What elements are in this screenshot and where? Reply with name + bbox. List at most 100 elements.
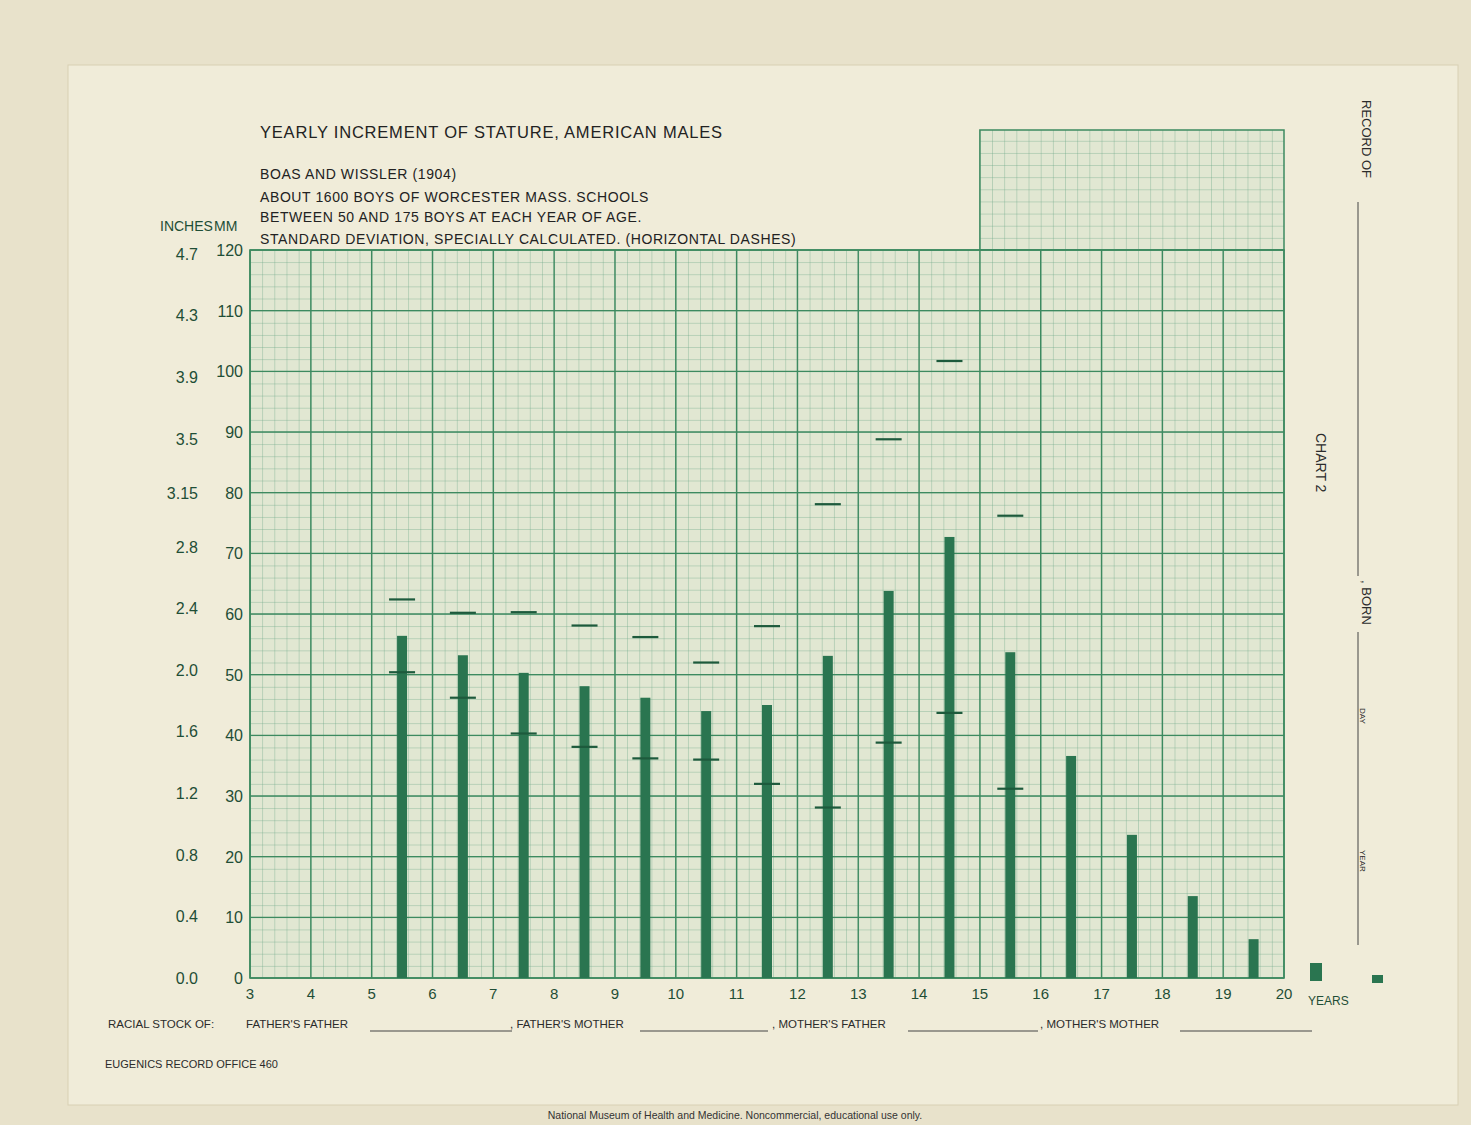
x-tick-label: 3	[246, 985, 254, 1002]
sd-dash-lower	[693, 758, 719, 760]
sd-dash-lower	[876, 742, 902, 744]
x-grid-line	[675, 250, 676, 978]
x-tick-label: 18	[1154, 985, 1171, 1002]
annotation: DAY	[1358, 708, 1367, 725]
y-grid-line	[250, 431, 1284, 432]
form-line	[370, 1031, 512, 1032]
bar	[397, 636, 407, 978]
y2-tick-label: 2.0	[176, 662, 198, 679]
sd-dash-lower	[936, 712, 962, 714]
y-grid-line	[250, 492, 1284, 493]
x-grid-line	[1101, 250, 1102, 978]
x-grid-line	[310, 250, 311, 978]
y2-axis-label: INCHES	[160, 218, 213, 234]
sd-dash-lower	[389, 671, 415, 673]
x-grid-line	[614, 250, 615, 978]
y-grid-line	[250, 613, 1284, 614]
y2-tick-label: 1.6	[176, 723, 198, 740]
y2-tick-label: 1.2	[176, 785, 198, 802]
x-grid-line	[1040, 250, 1041, 978]
annotation: EUGENICS RECORD OFFICE 460	[105, 1058, 278, 1070]
annotation: , MOTHER'S MOTHER	[1040, 1018, 1159, 1030]
x-grid-line	[797, 250, 798, 978]
sd-dash-upper	[632, 636, 658, 638]
x-tick-label: 17	[1093, 985, 1110, 1002]
bar	[701, 711, 711, 978]
x-tick-label: 12	[789, 985, 806, 1002]
y-grid-line	[250, 553, 1284, 554]
annotation: , FATHER'S MOTHER	[510, 1018, 624, 1030]
x-tick-label: 15	[972, 985, 989, 1002]
sd-dash-upper	[815, 503, 841, 505]
bar	[884, 591, 894, 978]
grid	[250, 250, 1284, 978]
form-line	[1180, 1031, 1312, 1032]
x-grid-line	[736, 250, 737, 978]
form-line	[640, 1031, 768, 1032]
bar	[1249, 939, 1259, 978]
y-tick-label: 40	[225, 727, 243, 744]
sd-dash-lower	[815, 806, 841, 808]
bar	[1127, 835, 1137, 978]
y2-tick-label: 3.9	[176, 369, 198, 386]
y2-tick-label: 0.8	[176, 847, 198, 864]
annotation: FATHER'S FATHER	[246, 1018, 348, 1030]
y2-tick-label: 2.4	[176, 600, 198, 617]
bar	[580, 686, 590, 978]
y2-tick-label: 3.15	[167, 485, 198, 502]
x-grid-line	[1162, 250, 1163, 978]
subtitle: BOAS AND WISSLER (1904)	[260, 166, 457, 182]
annotation: , BORN	[1359, 580, 1374, 625]
y-tick-label: 90	[225, 424, 243, 441]
sd-dash-lower	[511, 732, 537, 734]
plot-frame	[250, 250, 1284, 978]
bar	[640, 698, 650, 978]
swatch-small	[1372, 975, 1383, 983]
y2-tick-label: 0.4	[176, 908, 198, 925]
x-tick-label: 16	[1032, 985, 1049, 1002]
sd-dash-upper	[511, 611, 537, 613]
x-grid-line	[918, 250, 919, 978]
y-tick-label: 10	[225, 909, 243, 926]
sd-dash-upper	[876, 438, 902, 440]
y2-tick-label: 4.7	[176, 246, 198, 263]
y2-tick-label: 2.8	[176, 539, 198, 556]
y-grid-line	[250, 371, 1284, 372]
sd-dash-lower	[632, 757, 658, 759]
form-line	[1358, 202, 1359, 576]
x-grid-line	[432, 250, 433, 978]
sd-dash-upper	[693, 661, 719, 663]
plot-area	[250, 250, 1284, 978]
bar	[458, 655, 468, 978]
subtitle: STANDARD DEVIATION, SPECIALLY CALCULATED…	[260, 231, 796, 247]
annotation: National Museum of Health and Medicine. …	[548, 1109, 923, 1121]
title: YEARLY INCREMENT OF STATURE, AMERICAN MA…	[260, 123, 723, 141]
sd-dash-lower	[754, 783, 780, 785]
bar	[1188, 896, 1198, 978]
bar	[1066, 756, 1076, 978]
x-grid-line	[493, 250, 494, 978]
y-tick-label: 60	[225, 606, 243, 623]
x-tick-label: 8	[550, 985, 558, 1002]
x-grid-line	[858, 250, 859, 978]
y2-tick-label: 4.3	[176, 307, 198, 324]
sd-dash-lower	[997, 788, 1023, 790]
swatch	[1310, 963, 1322, 981]
bar	[762, 705, 772, 978]
annotation: CHART 2	[1313, 433, 1329, 493]
bar	[944, 537, 954, 978]
y-tick-label: 50	[225, 667, 243, 684]
x-tick-label: 13	[850, 985, 867, 1002]
x-axis-label: YEARS	[1308, 994, 1349, 1008]
x-grid-line	[371, 250, 372, 978]
grid-extension	[980, 130, 1284, 250]
annotation: , MOTHER'S FATHER	[772, 1018, 886, 1030]
annotation: RECORD OF	[1359, 100, 1374, 178]
subtitle: BETWEEN 50 AND 175 BOYS AT EACH YEAR OF …	[260, 209, 642, 225]
sd-dash-upper	[450, 612, 476, 614]
sd-dash-upper	[997, 515, 1023, 517]
sd-dash-upper	[389, 598, 415, 600]
x-tick-label: 6	[428, 985, 436, 1002]
sd-dash-upper	[754, 625, 780, 627]
subtitle: ABOUT 1600 BOYS OF WORCESTER MASS. SCHOO…	[260, 189, 649, 205]
